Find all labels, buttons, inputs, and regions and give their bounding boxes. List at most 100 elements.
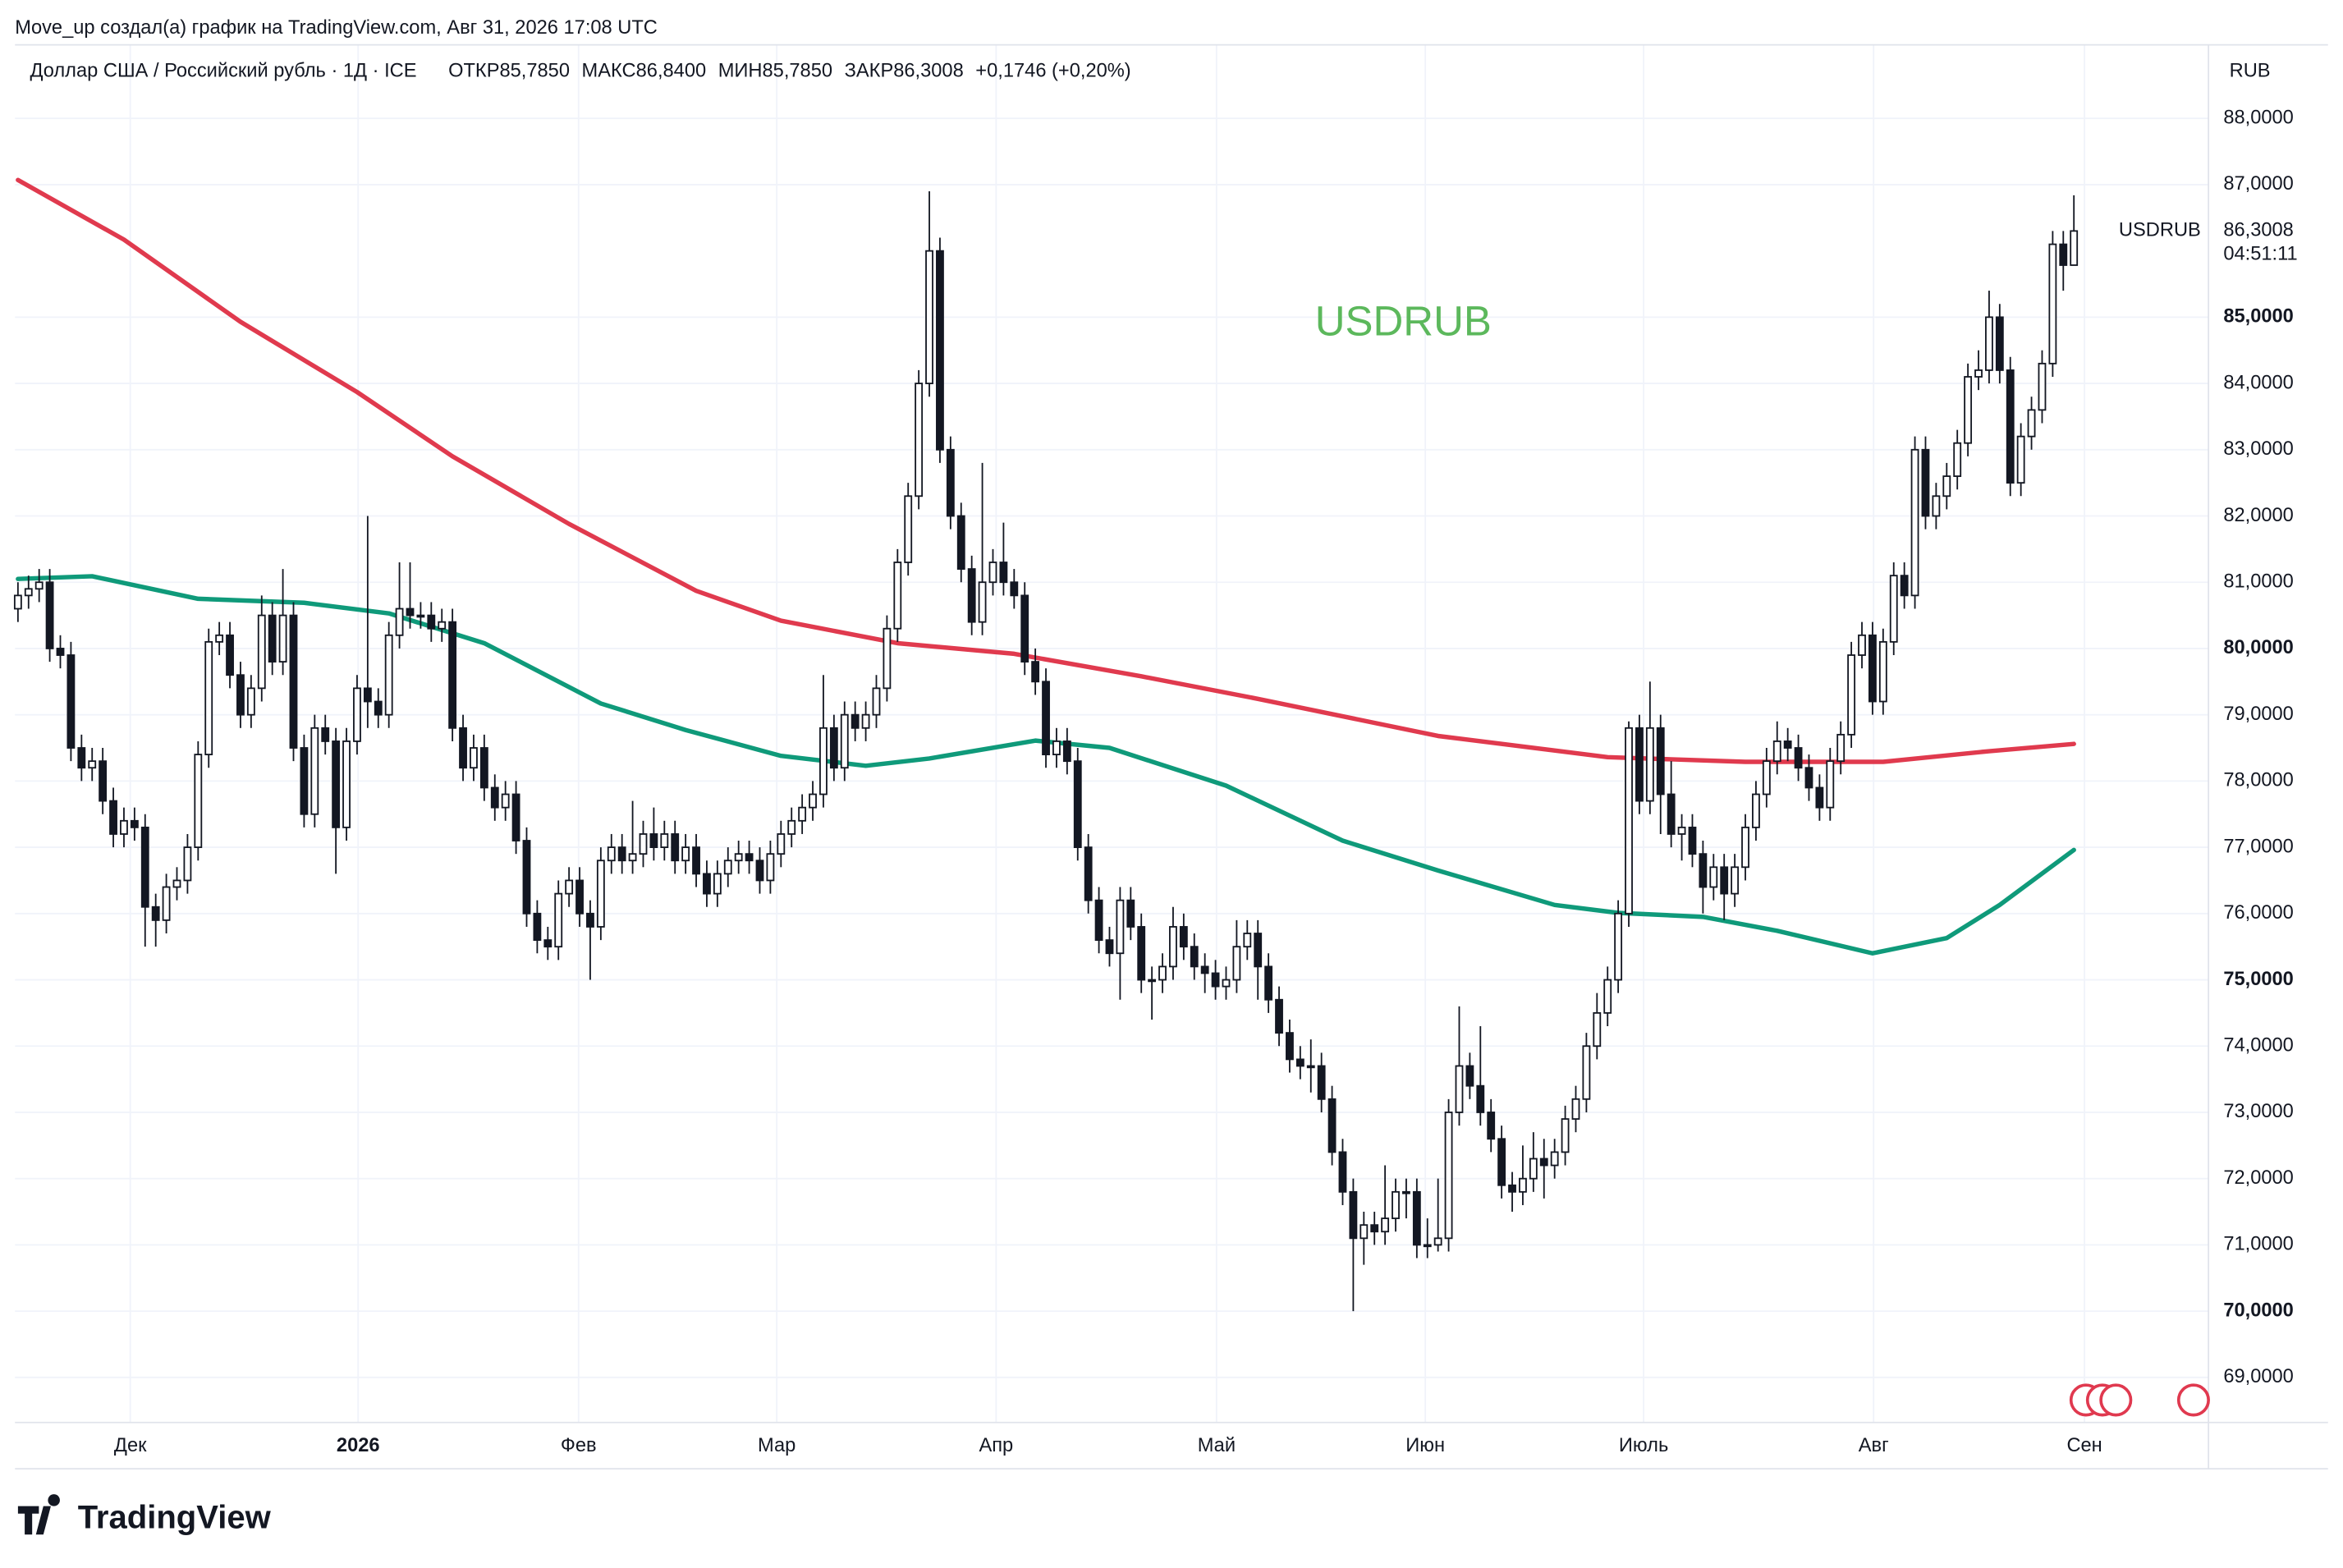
candle-body: [1465, 1065, 1474, 1087]
x-tick-label: Фев: [561, 1435, 597, 1456]
candle: [1137, 913, 1146, 993]
candle-body: [1667, 793, 1676, 835]
candle: [1635, 714, 1644, 814]
candle-body: [1211, 972, 1220, 988]
candle-body: [554, 892, 563, 948]
candle: [511, 781, 520, 855]
candle-body: [787, 819, 796, 835]
candle-body: [840, 713, 849, 769]
candle-body: [1338, 1151, 1347, 1193]
candle-body: [130, 819, 139, 828]
candle: [1465, 1052, 1474, 1099]
candle: [798, 794, 807, 834]
candle: [1529, 1132, 1538, 1192]
candle: [1381, 1165, 1390, 1245]
candle: [692, 833, 700, 887]
candle-body: [1529, 1158, 1538, 1180]
candle: [1953, 429, 1962, 490]
candle-body: [766, 853, 775, 882]
candle: [1232, 919, 1241, 993]
candle-body: [2006, 369, 2015, 484]
candle: [554, 880, 563, 961]
candle: [1783, 727, 1792, 762]
candle: [278, 569, 287, 676]
candle-body: [310, 727, 319, 815]
candle-body: [925, 250, 933, 384]
candle-body: [565, 879, 574, 895]
candle-body: [1349, 1190, 1358, 1240]
candle-body: [1752, 793, 1760, 828]
candle-body: [1487, 1112, 1496, 1140]
candle-body: [1190, 946, 1199, 968]
candle: [1254, 919, 1263, 1000]
candle: [1179, 913, 1188, 961]
candle: [1286, 1019, 1294, 1073]
candle-body: [723, 860, 732, 875]
candle: [2070, 195, 2079, 266]
candle: [1731, 854, 1740, 907]
candle-body: [575, 879, 584, 915]
y-tick-label: 78,0000: [2223, 770, 2294, 791]
plot-area: [13, 44, 2209, 1423]
candle-body: [1062, 740, 1071, 763]
candle: [723, 847, 732, 887]
candle: [416, 602, 425, 629]
candle-body: [416, 614, 425, 618]
candle: [596, 847, 605, 941]
candle-body: [1878, 640, 1887, 703]
candle: [99, 748, 108, 814]
candle-body: [1910, 448, 1919, 597]
candle: [1169, 906, 1177, 980]
candle: [1752, 781, 1760, 841]
candle-body: [713, 873, 722, 895]
candle-body: [1836, 733, 1846, 763]
candle-body: [109, 800, 117, 835]
candle: [1264, 953, 1273, 1013]
candle-body: [1645, 727, 1654, 802]
candle-body: [1783, 740, 1792, 749]
candle: [448, 608, 457, 741]
candle-body: [511, 793, 520, 841]
candle-body: [745, 853, 754, 862]
candle: [1094, 887, 1103, 954]
candle-body: [692, 846, 700, 875]
countdown: 04:51:11: [2223, 244, 2297, 265]
candle: [703, 860, 711, 907]
candle-body: [798, 806, 807, 822]
ohlc-item: ОТКР85,7850: [448, 61, 570, 82]
y-tick-label: 83,0000: [2223, 438, 2294, 460]
candle: [490, 774, 499, 821]
candle-body: [162, 886, 171, 921]
candle: [1105, 926, 1114, 967]
candle-body: [1243, 933, 1252, 948]
candle: [2048, 231, 2057, 377]
candle-body: [978, 581, 987, 623]
candle-body: [1169, 926, 1177, 968]
candle: [988, 548, 997, 596]
candle: [1084, 833, 1093, 914]
x-tick-label: Мар: [758, 1435, 796, 1456]
candle-body: [639, 833, 648, 855]
x-tick-label: 2026: [337, 1435, 380, 1456]
candle: [1878, 628, 1887, 715]
candle: [660, 820, 669, 861]
candle-body: [278, 614, 287, 663]
candle-body: [1625, 727, 1633, 915]
candle-body: [1327, 1098, 1337, 1153]
x-tick-label: Дек: [114, 1435, 147, 1456]
candle: [1868, 621, 1877, 715]
candle-body: [1772, 740, 1781, 763]
candle: [77, 734, 86, 782]
candle-body: [1402, 1190, 1410, 1194]
candle-body: [1720, 866, 1729, 895]
candle: [120, 807, 128, 848]
candle: [1052, 727, 1061, 768]
candle-body: [1699, 853, 1708, 888]
candle-body: [215, 634, 224, 643]
x-tick-label: Июль: [1619, 1435, 1668, 1456]
candle: [565, 867, 574, 907]
candle: [1942, 462, 1951, 510]
candle: [883, 615, 892, 702]
